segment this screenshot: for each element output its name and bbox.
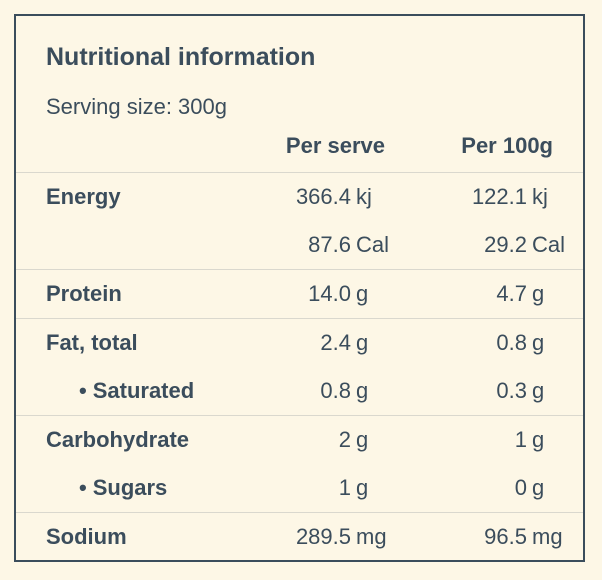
card-title: Nutritional information bbox=[46, 43, 316, 71]
table-row: • Sugars 1 g 0 g bbox=[16, 464, 583, 512]
nutrition-card: Nutritional information Serving size: 30… bbox=[14, 14, 585, 562]
row-label-saturated: • Saturated bbox=[46, 378, 236, 404]
per-100g-value: 0.3 bbox=[496, 378, 527, 403]
row-label-sodium: Sodium bbox=[46, 524, 127, 549]
row-label-energy: Energy bbox=[46, 184, 121, 209]
per-serve-unit: kj bbox=[356, 184, 372, 209]
per-100g-value: 122.1 bbox=[471, 184, 527, 209]
per-serve-value: 2.4 bbox=[320, 330, 351, 355]
table-row: Protein 14.0 g 4.7 g bbox=[16, 270, 583, 318]
table-row: • Saturated 0.8 g 0.3 g bbox=[16, 367, 583, 415]
per-100g-value: 29.2 bbox=[484, 232, 527, 257]
per-serve-unit: g bbox=[356, 427, 369, 452]
per-serve-unit: g bbox=[356, 281, 369, 306]
per-100g-unit: mg bbox=[532, 524, 563, 549]
per-100g-value: 0.8 bbox=[496, 330, 527, 355]
per-100g-value: 4.7 bbox=[496, 281, 527, 306]
per-100g-value: 1 bbox=[514, 427, 527, 452]
table-row: Carbohydrate 2 g 1 g bbox=[16, 416, 583, 464]
per-serve-value: 1 bbox=[338, 475, 351, 500]
table-row: 87.6 Cal 29.2 Cal bbox=[16, 221, 583, 269]
per-100g-value: 0 bbox=[514, 475, 527, 500]
section-energy: Energy 366.4 kj 122.1 kj 87.6 Cal 29.2 C… bbox=[16, 172, 583, 269]
per-100g-unit: g bbox=[532, 330, 545, 355]
per-100g-unit: g bbox=[532, 427, 545, 452]
section-carbohydrate: Carbohydrate 2 g 1 g • Sugars 1 g 0 g bbox=[16, 415, 583, 512]
per-serve-unit: mg bbox=[356, 524, 387, 549]
row-label-sugars: • Sugars bbox=[46, 475, 236, 501]
table-row: Energy 366.4 kj 122.1 kj bbox=[16, 173, 583, 221]
per-serve-unit: Cal bbox=[356, 232, 390, 257]
per-serve-value: 2 bbox=[338, 427, 351, 452]
per-100g-unit: Cal bbox=[532, 232, 566, 257]
row-label-carbohydrate: Carbohydrate bbox=[46, 427, 190, 452]
sub-row-label: Sugars bbox=[92, 475, 168, 500]
per-serve-unit: g bbox=[356, 378, 369, 403]
per-serve-value: 289.5 bbox=[295, 524, 351, 549]
per-serve-unit: g bbox=[356, 330, 369, 355]
row-label-fat-total: Fat, total bbox=[46, 330, 138, 355]
per-serve-unit: g bbox=[356, 475, 369, 500]
sub-row-label: Saturated bbox=[92, 378, 195, 403]
per-100g-unit: g bbox=[532, 378, 545, 403]
section-protein: Protein 14.0 g 4.7 g bbox=[16, 269, 583, 318]
per-serve-value: 0.8 bbox=[320, 378, 351, 403]
bullet-icon: • bbox=[79, 475, 87, 500]
section-sodium: Sodium 289.5 mg 96.5 mg bbox=[16, 512, 583, 561]
per-serve-value: 14.0 bbox=[308, 281, 351, 306]
per-100g-value: 96.5 bbox=[484, 524, 527, 549]
table-row: Fat, total 2.4 g 0.8 g bbox=[16, 319, 583, 367]
bullet-icon: • bbox=[79, 378, 87, 403]
section-fat: Fat, total 2.4 g 0.8 g • Saturated 0.8 g… bbox=[16, 318, 583, 415]
table-row: Sodium 289.5 mg 96.5 mg bbox=[16, 513, 583, 561]
per-100g-unit: g bbox=[532, 281, 545, 306]
serving-size-label: Serving size: 300g bbox=[46, 94, 227, 119]
per-100g-unit: kj bbox=[532, 184, 548, 209]
column-header-per-100g: Per 100g bbox=[461, 133, 553, 158]
per-serve-value: 366.4 bbox=[295, 184, 351, 209]
row-label-protein: Protein bbox=[46, 281, 122, 306]
column-header-row: Per serve Per 100g bbox=[16, 132, 583, 172]
column-header-per-serve: Per serve bbox=[285, 133, 385, 158]
per-serve-value: 87.6 bbox=[308, 232, 351, 257]
per-100g-unit: g bbox=[532, 475, 545, 500]
